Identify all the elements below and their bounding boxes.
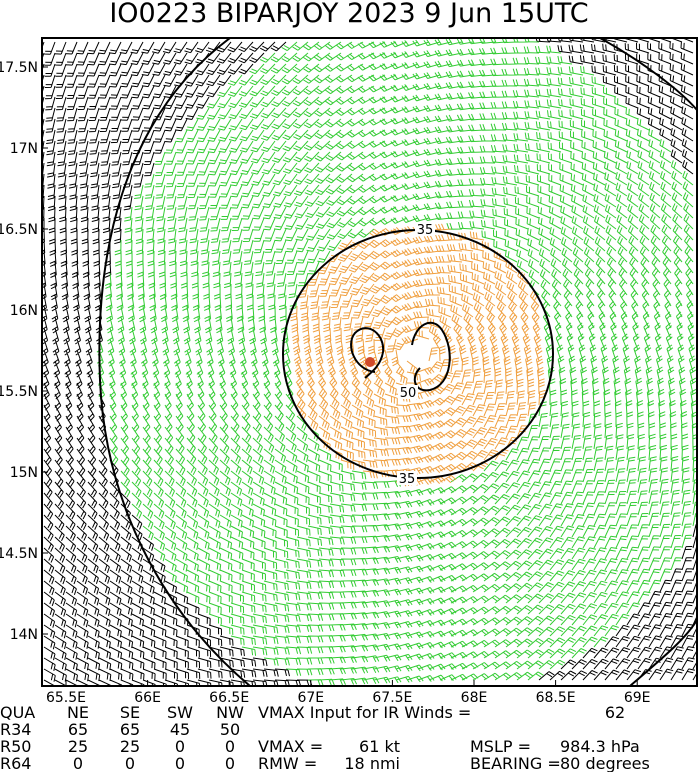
- table-cell: 50: [220, 720, 240, 739]
- table-cell: 0: [175, 754, 185, 772]
- table-cell: R34: [0, 720, 31, 739]
- table-cell: 18 nmi: [344, 754, 400, 772]
- table-cell: 62: [605, 703, 625, 722]
- table-cell: QUA: [0, 703, 35, 722]
- axis-ticks: 65.5E 66E 66.5E 67E 67.5E 68E 68.5E 69E 17.5N 17N…: [0, 60, 651, 706]
- x-tick-label: 69E: [624, 690, 651, 706]
- y-tick-label: 15.5N: [0, 384, 38, 400]
- table-cell: 45: [170, 720, 190, 739]
- y-tick-label: 14N: [10, 627, 38, 643]
- table-cell: 65: [68, 720, 88, 739]
- storm-center: [365, 357, 375, 367]
- y-tick-label: 17N: [10, 141, 38, 157]
- table-cell: RMW =: [258, 754, 317, 772]
- table-cell: 984.3 hPa: [560, 737, 640, 756]
- x-tick-label: 67E: [297, 690, 324, 706]
- wind-barbs: [42, 38, 697, 686]
- table-cell: 25: [120, 737, 140, 756]
- contour-50: [411, 321, 451, 392]
- y-tick-label: 16.5N: [0, 222, 38, 238]
- barbs-green: [96, 38, 697, 686]
- title: IO0223 BIPARJOY 2023 9 Jun 15UTC: [109, 0, 588, 29]
- label-bg: [415, 222, 435, 236]
- table-cell: SW: [167, 703, 193, 722]
- y-tick-label: 15N: [10, 465, 38, 481]
- table-cell: VMAX Input for IR Winds =: [258, 703, 471, 722]
- table-cell: 61 kt: [359, 737, 400, 756]
- table-cell: MSLP =: [470, 737, 531, 756]
- table-cell: 0: [225, 754, 235, 772]
- x-tick-label: 68E: [461, 690, 488, 706]
- barbs-black: [42, 38, 697, 686]
- label-bg: [397, 471, 417, 485]
- y-tick-label: 17.5N: [0, 60, 38, 76]
- table-cell: VMAX =: [258, 737, 323, 756]
- table-cell: BEARING =: [470, 754, 561, 772]
- table-cell: NW: [216, 703, 244, 722]
- table-cell: 0: [175, 737, 185, 756]
- x-tick-label: 68.5E: [536, 690, 576, 706]
- contour-label: 50: [400, 386, 417, 401]
- y-tick-label: 14.5N: [0, 546, 38, 562]
- table-cell: 65: [120, 720, 140, 739]
- table-cell: SE: [120, 703, 140, 722]
- label-bg: [398, 385, 418, 399]
- table-cell: NE: [67, 703, 89, 722]
- x-tick-label: 66E: [134, 690, 161, 706]
- y-tick-label: 16N: [10, 303, 38, 319]
- plot-frame: [41, 37, 698, 687]
- table-cell: 25: [68, 737, 88, 756]
- table-cell: R64: [0, 754, 31, 772]
- table-cell: 0: [225, 737, 235, 756]
- outer-contour: [599, 38, 697, 111]
- table-cell: 0: [125, 754, 135, 772]
- info-table: QUA NE SE SW NW VMAX Input for IR Winds = 62 R3…: [0, 703, 650, 772]
- x-tick-label: 65.5E: [46, 690, 86, 706]
- contours: [98, 38, 697, 686]
- table-cell: 0: [73, 754, 83, 772]
- barbs-orange: [290, 223, 546, 487]
- outer-contour: [98, 38, 251, 686]
- table-cell: 80 degrees: [560, 754, 650, 772]
- contour-label: 35: [417, 223, 434, 238]
- contour-50: [350, 327, 385, 379]
- outer-contour: [629, 619, 697, 686]
- x-tick-label: 66.5E: [209, 690, 249, 706]
- contour-label: 35: [399, 472, 416, 487]
- table-cell: R50: [0, 737, 31, 756]
- x-tick-label: 67.5E: [372, 690, 412, 706]
